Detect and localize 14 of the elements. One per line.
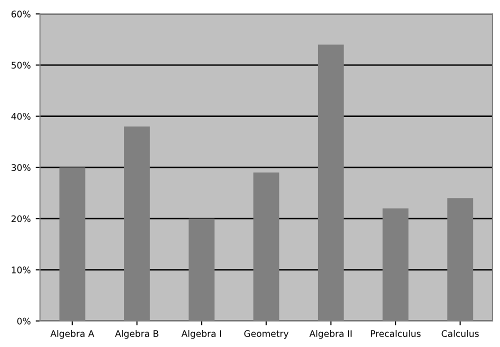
x-tick-label: Algebra I	[181, 330, 221, 339]
y-tick-label: 0%	[17, 318, 30, 325]
y-tick-label: 30%	[12, 164, 30, 171]
x-tick-label: Algebra A	[50, 330, 94, 339]
y-tick-label: 10%	[12, 266, 30, 274]
x-tick-label: Geometry	[244, 330, 288, 339]
y-tick-label: 40%	[11, 112, 30, 120]
y-tick-label: 60%	[12, 10, 30, 18]
x-tick-label: Algebra II	[309, 330, 352, 339]
x-tick-label: Algebra B	[115, 330, 158, 339]
x-tick-label: Precalculus	[370, 330, 421, 337]
y-tick-label: 50%	[12, 62, 30, 69]
x-tick-label: Calculus	[442, 330, 479, 337]
y-tick-label: 20%	[12, 215, 30, 222]
